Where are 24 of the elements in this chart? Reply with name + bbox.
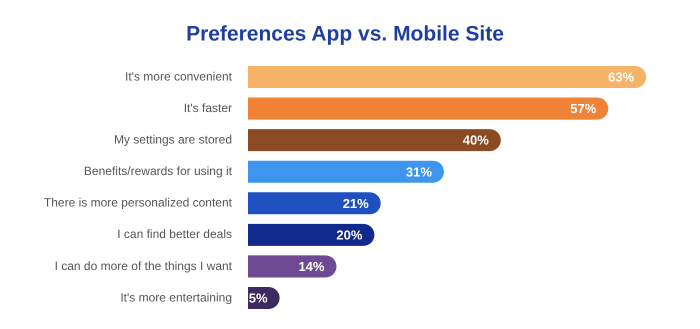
chart-title: Preferences App vs. Mobile Site (186, 22, 504, 46)
y-tick-label: I can do more of the things I want (54, 258, 233, 273)
data-label: 40% (462, 132, 490, 148)
bar (248, 192, 381, 214)
bar (248, 129, 501, 152)
y-tick-label: It's faster (184, 100, 232, 115)
bar (248, 66, 646, 88)
y-tick-label: It's more entertaining (120, 290, 232, 304)
data-label: 5% (248, 290, 268, 306)
bar (248, 255, 336, 278)
bar (248, 98, 608, 120)
y-tick-label: My settings are stored (114, 132, 232, 146)
y-tick-label: I can find better deals (117, 227, 232, 242)
data-label: 63% (608, 70, 635, 85)
y-tick-label: There is more personalized content (44, 196, 233, 210)
data-label: 57% (570, 101, 597, 116)
bar (248, 160, 444, 183)
data-label: 31% (406, 164, 432, 180)
y-tick-label: Benefits/rewards for using it (84, 164, 233, 178)
data-label: 14% (298, 259, 325, 274)
data-label: 21% (342, 196, 370, 211)
bar (248, 224, 374, 246)
data-label: 20% (336, 227, 363, 242)
y-tick-label: It's more convenient (124, 69, 233, 84)
